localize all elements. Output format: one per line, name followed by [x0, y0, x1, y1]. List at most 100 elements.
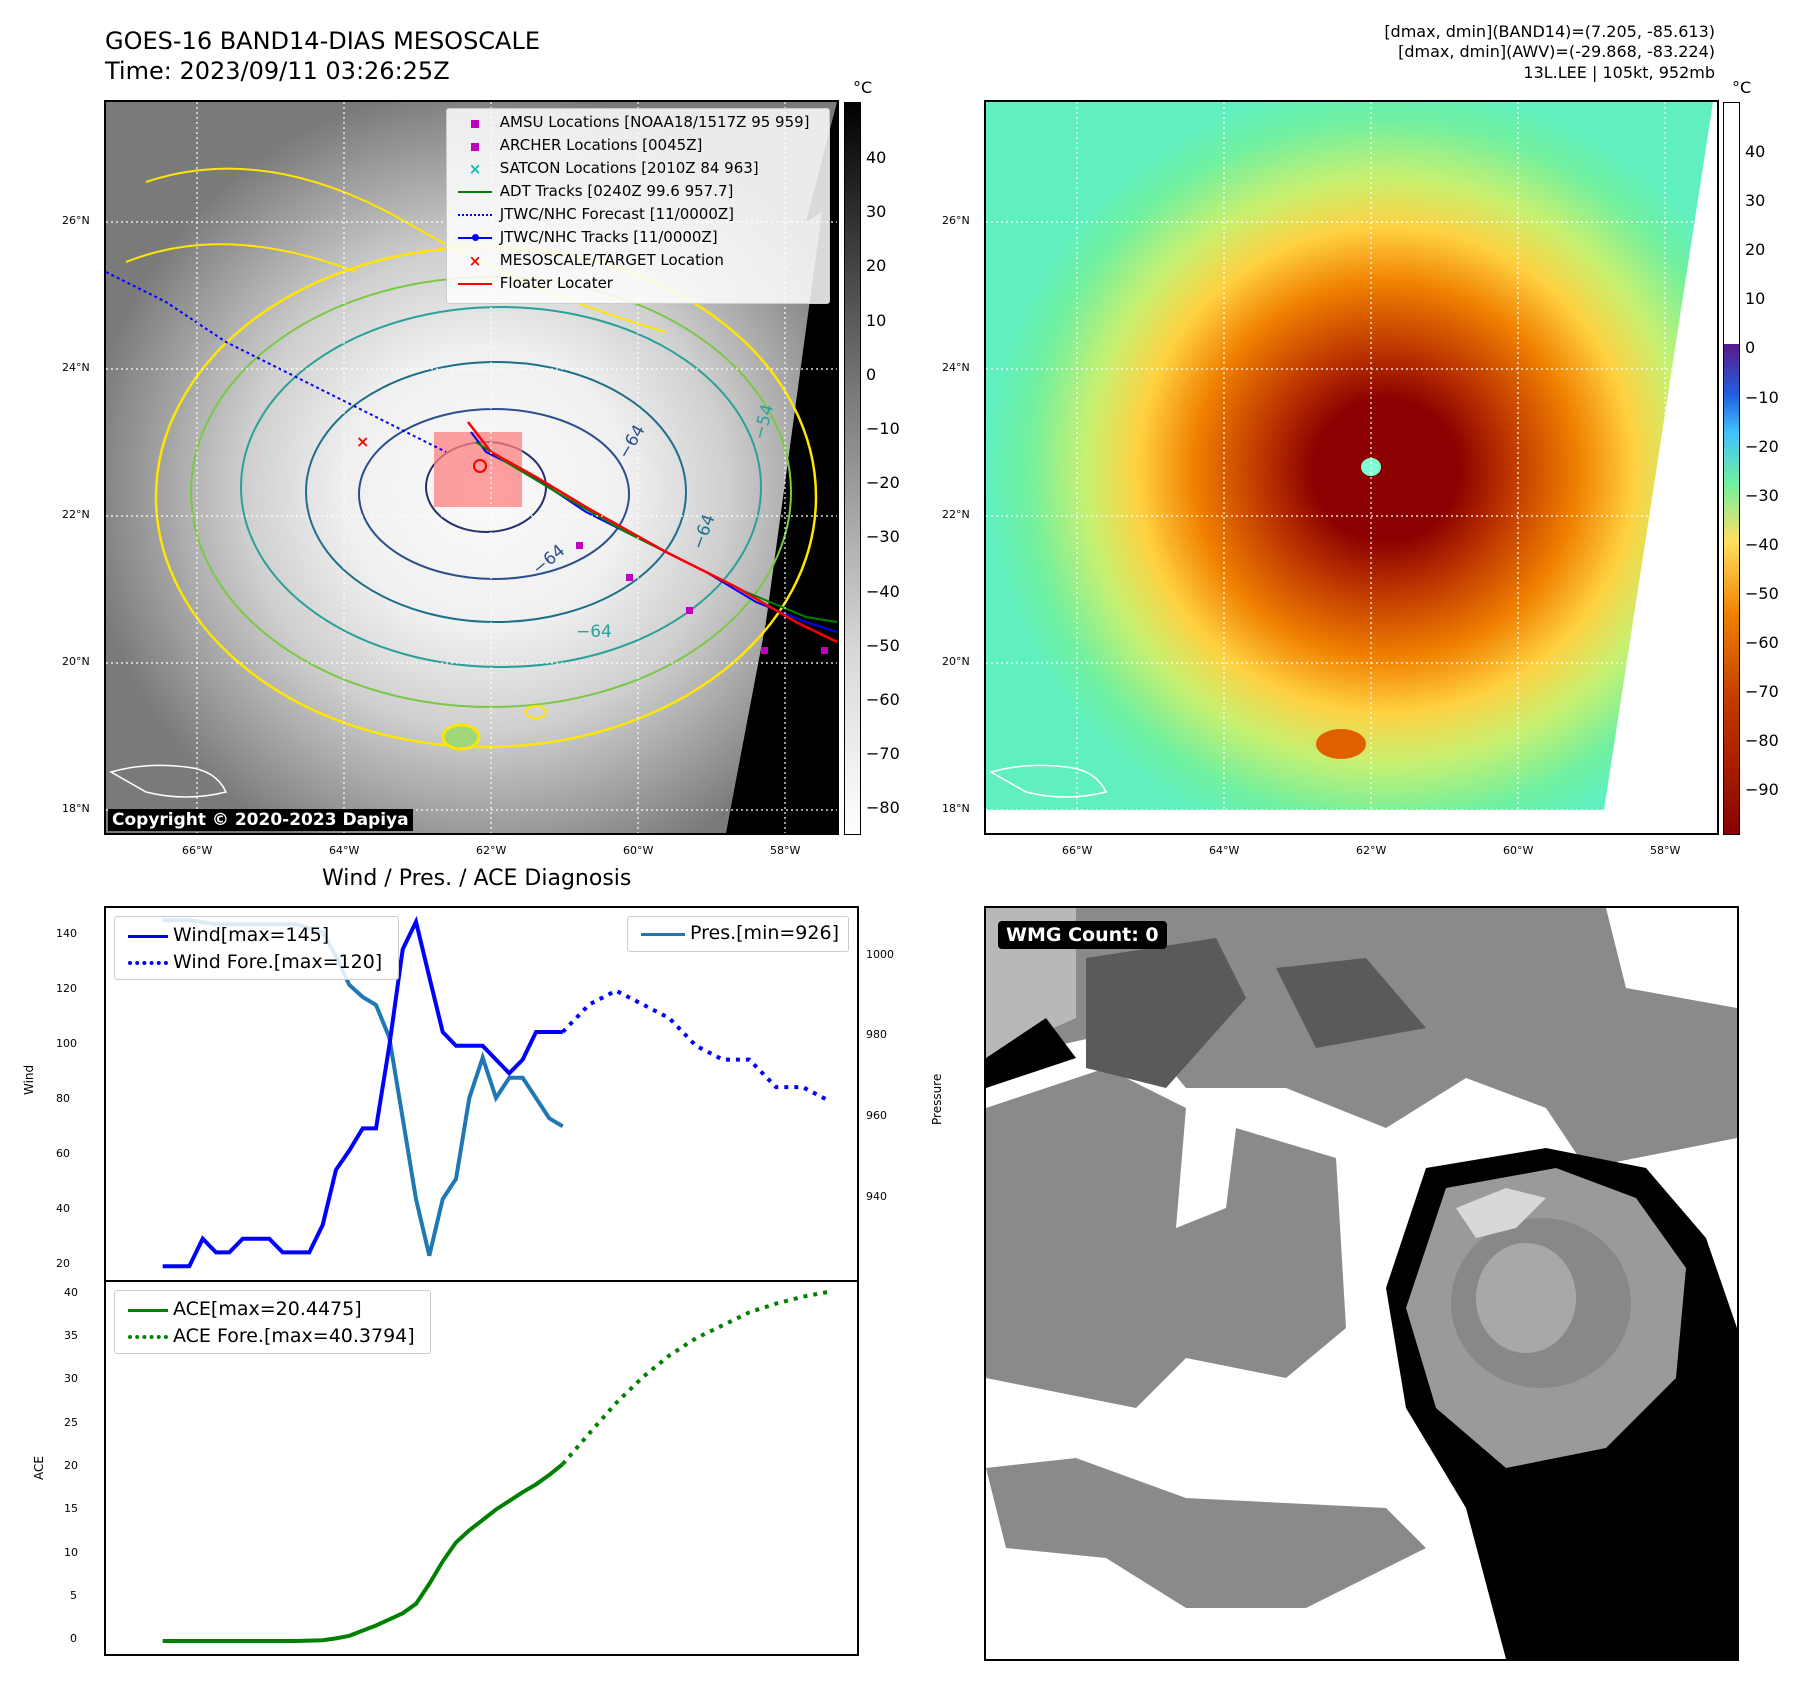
lon-tick-label: 60°W: [1503, 844, 1534, 857]
lat-tick-label: 20°N: [942, 655, 970, 668]
legend-archer: ARCHER Locations [0045Z]: [455, 136, 702, 154]
ir-colorbar-tick: 0: [866, 364, 877, 384]
ir-colorbar-tick: −50: [866, 635, 900, 655]
ace-tick-label: 20: [64, 1459, 78, 1472]
awv-colorbar-tick: −60: [1745, 633, 1779, 652]
ir-colorbar-unit: °C: [853, 78, 873, 97]
legend-square-icon: [455, 114, 495, 132]
contour-label: −64: [576, 622, 612, 642]
ace-tick-label: 10: [64, 1545, 78, 1559]
awv-colorbar-tick: −20: [1745, 436, 1779, 456]
wind-axis-label: Wind: [22, 1064, 36, 1095]
ir-colorbar-tick: −10: [866, 419, 900, 438]
info-storm: 13L.LEE | 105kt, 952mb: [1523, 63, 1715, 82]
awv-colorbar: [1723, 102, 1740, 835]
legend-satcon: × SATCON Locations [2010Z 84 963]: [455, 159, 759, 178]
legend-line-icon: [123, 1298, 173, 1322]
wind-tick-label: 40: [56, 1202, 70, 1216]
lon-tick-label: 58°W: [770, 844, 801, 857]
ir-colorbar-tick: −30: [866, 527, 900, 547]
wind-forecast-series-line: [561, 988, 831, 1103]
ace-tick-label: 25: [64, 1415, 78, 1429]
awv-colorbar-tick: −30: [1745, 485, 1779, 505]
ir-colorbar-tick: −20: [866, 473, 900, 493]
legend-amsu: AMSU Locations [NOAA18/1517Z 95 959]: [455, 113, 810, 131]
info-band14: [dmax, dmin](BAND14)=(7.205, -85.613): [1384, 22, 1715, 41]
legend-line-dot-icon: [455, 229, 495, 247]
ir-colorbar: [844, 102, 861, 835]
legend-line-icon: [455, 183, 495, 201]
awv-colorbar-tick: 20: [1745, 240, 1766, 260]
awv-colorbar-unit: °C: [1732, 78, 1752, 97]
ir-colorbar-tick: −60: [866, 690, 900, 709]
legend-x-icon: ×: [468, 159, 482, 178]
info-awv: [dmax, dmin](AWV)=(-29.868, -83.224): [1398, 42, 1715, 61]
figure-time: Time: 2023/09/11 03:26:25Z: [105, 57, 450, 85]
awv-colorbar-tick: 10: [1745, 289, 1766, 309]
lat-tick-label: 18°N: [942, 802, 970, 815]
awv-colorbar-tick: 30: [1745, 191, 1766, 211]
lat-tick-label: 22°N: [942, 508, 970, 521]
legend-line-icon: [455, 275, 495, 293]
ir-map-legend: AMSU Locations [NOAA18/1517Z 95 959] ARC…: [446, 108, 830, 304]
svg-text:×: ×: [356, 432, 369, 451]
ir-colorbar-tick: −70: [866, 744, 900, 764]
lat-tick-label: 22°N: [62, 508, 90, 521]
awv-colorbar-tick: −50: [1745, 583, 1779, 603]
wind-tick-label: 100: [56, 1036, 77, 1050]
wind-legend: Wind[max=145] Wind Fore.[max=120]: [114, 916, 399, 980]
ace-plot: [162, 1289, 830, 1643]
legend-x-icon: ×: [468, 251, 482, 270]
ace-tick-label: 5: [70, 1588, 77, 1602]
ace-tick-label: 0: [70, 1632, 77, 1646]
ace-tick-label: 35: [64, 1329, 78, 1343]
legend-floater: Floater Locater: [455, 274, 613, 292]
legend-dotted-line-icon: [123, 1325, 173, 1349]
ir-colorbar-tick: −80: [866, 798, 900, 818]
legend-adt: ADT Tracks [0240Z 99.6 957.7]: [455, 182, 733, 200]
awv-map-image: [986, 102, 1717, 833]
awv-colorbar-tick: −70: [1745, 682, 1779, 702]
awv-colorbar-tick: 0: [1745, 338, 1756, 358]
ir-colorbar-tick: −40: [866, 581, 900, 601]
lon-tick-label: 64°W: [1209, 844, 1240, 857]
ir-colorbar-tick: 10: [866, 310, 887, 330]
awv-colorbar-tick: −90: [1745, 780, 1779, 800]
copyright-badge: Copyright © 2020-2023 Dapiya: [108, 809, 413, 831]
diagnosis-title: Wind / Pres. / ACE Diagnosis: [322, 866, 632, 891]
legend-wind-forecast: Wind Fore.[max=120]: [123, 950, 382, 974]
ace-axis-label: ACE: [32, 1456, 46, 1480]
ace-legend: ACE[max=20.4475] ACE Fore.[max=40.3794]: [114, 1290, 431, 1354]
wind-tick-label: 60: [56, 1147, 70, 1160]
pressure-axis-label: Pressure: [930, 1073, 944, 1125]
lon-tick-label: 66°W: [1062, 844, 1093, 857]
pressure-tick-label: 980: [866, 1028, 887, 1042]
wind-pressure-chart: Wind[max=145] Wind Fore.[max=120] Pres.[…: [104, 906, 859, 1282]
legend-forecast: JTWC/NHC Forecast [11/0000Z]: [455, 205, 734, 223]
ace-chart: ACE[max=20.4475] ACE Fore.[max=40.3794]: [104, 1280, 859, 1656]
ace-forecast-series-line: [561, 1289, 830, 1466]
legend-square-icon: [455, 137, 495, 155]
wmg-panel: WMG Count: 0: [984, 906, 1739, 1661]
legend-ace-forecast: ACE Fore.[max=40.3794]: [123, 1324, 415, 1348]
wmg-count-badge: WMG Count: 0: [998, 921, 1167, 949]
lon-tick-label: 60°W: [623, 844, 654, 857]
lon-tick-label: 62°W: [1356, 844, 1387, 857]
wind-tick-label: 20: [56, 1257, 70, 1271]
ir-colorbar-tick: 30: [866, 202, 887, 222]
awv-colorbar-tick: −80: [1745, 731, 1779, 751]
wind-tick-label: 140: [56, 926, 77, 940]
lat-tick-label: 24°N: [942, 361, 970, 374]
lon-tick-label: 66°W: [182, 844, 213, 857]
ir-map-panel: × −64 −64 −64 −54 −64 AMSU Locatio: [104, 100, 839, 835]
legend-tracks: JTWC/NHC Tracks [11/0000Z]: [455, 228, 718, 246]
ace-tick-label: 30: [64, 1372, 78, 1386]
awv-colorbar-tick: −40: [1745, 534, 1779, 554]
lat-tick-label: 24°N: [62, 361, 90, 374]
ace-series-line: [162, 1462, 564, 1643]
ace-tick-label: 40: [64, 1285, 78, 1299]
ir-colorbar-tick: 40: [866, 148, 887, 167]
wmg-image: [986, 908, 1737, 1659]
pressure-tick-label: 960: [866, 1109, 887, 1123]
pressure-tick-label: 940: [866, 1190, 887, 1204]
